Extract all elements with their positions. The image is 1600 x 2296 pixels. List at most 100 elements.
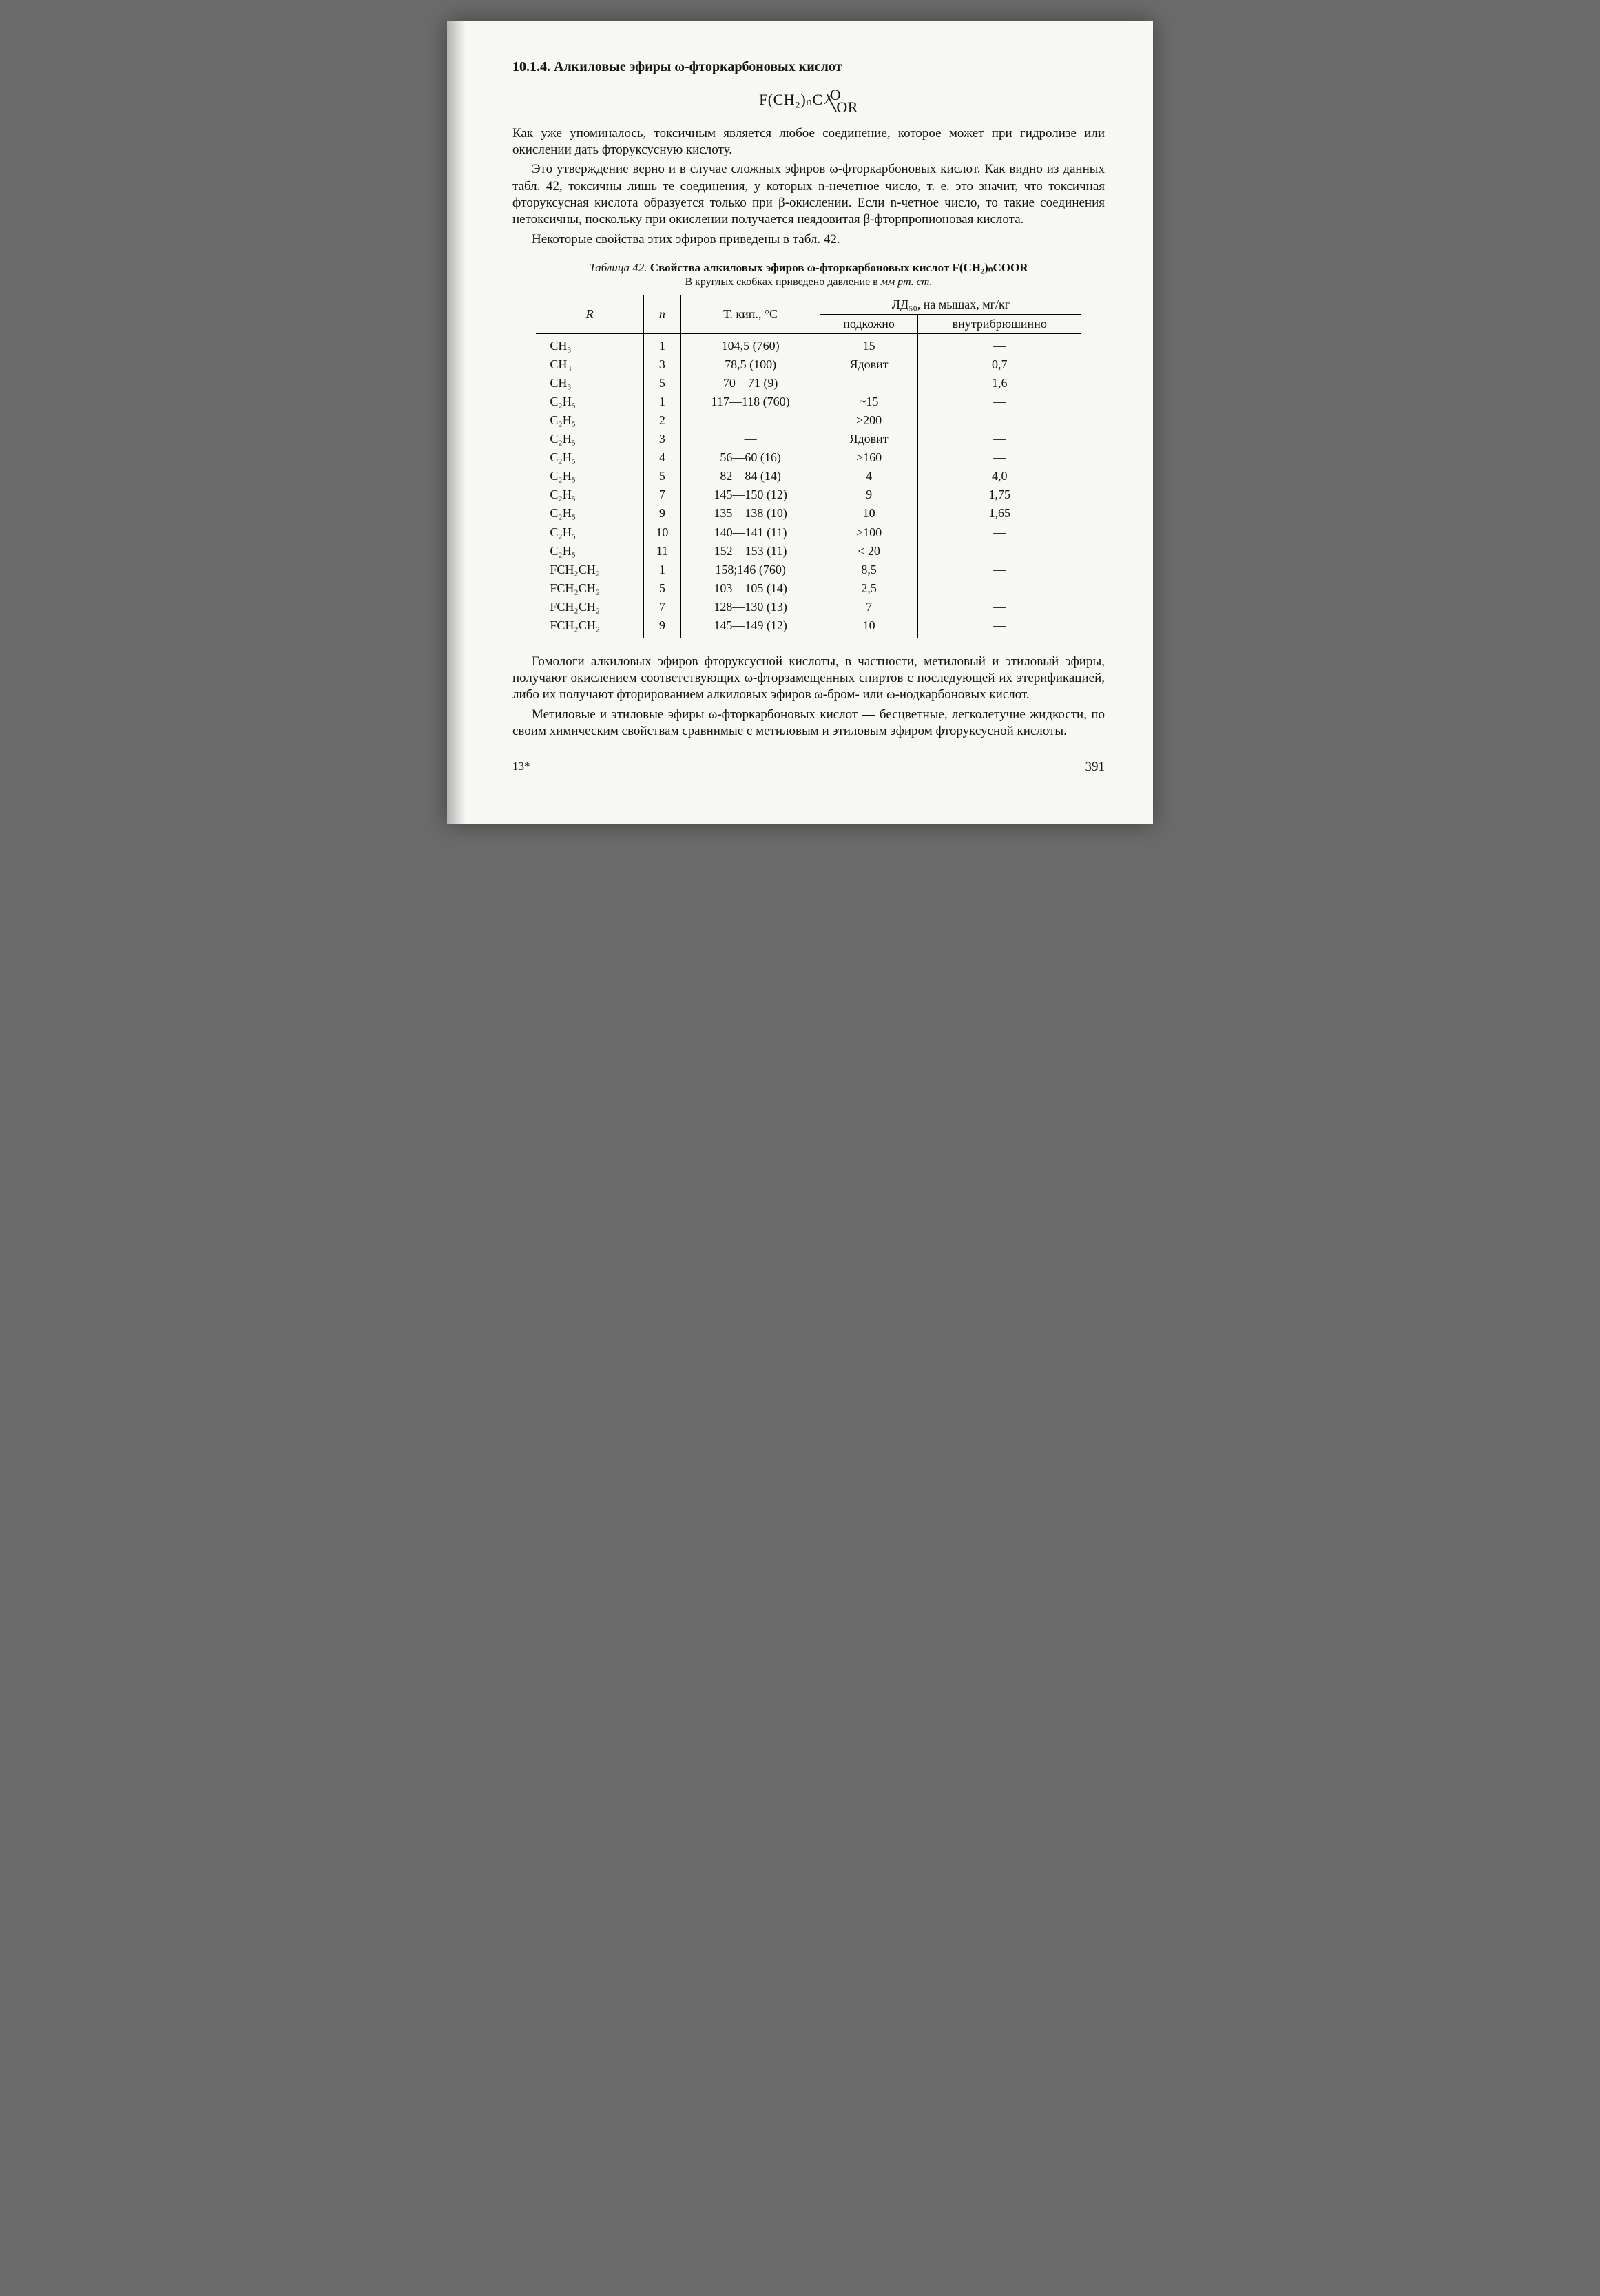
cell-sq: >160 xyxy=(820,448,918,467)
cell-ip: — xyxy=(917,598,1081,616)
page-footer: 13* 391 xyxy=(512,759,1105,775)
cell-sq: Ядовит xyxy=(820,430,918,448)
cell-ip: — xyxy=(917,579,1081,598)
cell-n: 4 xyxy=(643,448,680,467)
cell-R: C₂H₅ xyxy=(536,542,643,561)
cell-n: 2 xyxy=(643,411,680,430)
col-ip: внутрибрюшинно xyxy=(917,315,1081,334)
cell-sq: 4 xyxy=(820,467,918,486)
cell-ip: 1,65 xyxy=(917,504,1081,523)
cell-R: C₂H₅ xyxy=(536,504,643,523)
table-title-main: Свойства алкиловых эфиров ω-фторкарбонов… xyxy=(650,261,1028,274)
cell-R: CH₃ xyxy=(536,355,643,374)
cell-n: 7 xyxy=(643,486,680,504)
cell-bp: — xyxy=(680,430,820,448)
cell-ip: 1,75 xyxy=(917,486,1081,504)
cell-ip: 4,0 xyxy=(917,467,1081,486)
cell-R: C₂H₅ xyxy=(536,393,643,411)
formula-left: F(CH₂)ₙC xyxy=(759,91,823,108)
cell-ip: — xyxy=(917,334,1081,356)
table-row: C₂H₅2—>200— xyxy=(536,411,1081,430)
paragraph-4: Гомологи алкиловых эфиров фторуксусной к… xyxy=(512,654,1105,704)
table-row: C₂H₅11152—153 (11)< 20— xyxy=(536,542,1081,561)
cell-sq: 10 xyxy=(820,616,918,638)
table-row: FCH₂CH₂9145—149 (12)10— xyxy=(536,616,1081,638)
cell-n: 10 xyxy=(643,523,680,542)
paragraph-2: Это утверждение верно и в случае сложных… xyxy=(512,161,1105,228)
cell-bp: 70—71 (9) xyxy=(680,374,820,393)
cell-bp: 103—105 (14) xyxy=(680,579,820,598)
cell-sq: 7 xyxy=(820,598,918,616)
table-row: FCH₂CH₂7128—130 (13)7— xyxy=(536,598,1081,616)
cell-sq: 10 xyxy=(820,504,918,523)
col-ld50: ЛД₅₀, на мышах, мг/кг xyxy=(820,295,1081,315)
cell-bp: 56—60 (16) xyxy=(680,448,820,467)
cell-ip: — xyxy=(917,542,1081,561)
cell-bp: 145—149 (12) xyxy=(680,616,820,638)
cell-bp: 135—138 (10) xyxy=(680,504,820,523)
cell-n: 7 xyxy=(643,598,680,616)
table-subtitle: В круглых скобках приведено давление в м… xyxy=(512,275,1105,289)
cell-bp: 145—150 (12) xyxy=(680,486,820,504)
cell-ip: — xyxy=(917,393,1081,411)
cell-ip: — xyxy=(917,523,1081,542)
cell-R: C₂H₅ xyxy=(536,486,643,504)
cell-ip: — xyxy=(917,411,1081,430)
cell-n: 11 xyxy=(643,542,680,561)
col-n: n xyxy=(643,295,680,334)
cell-bp: 82—84 (14) xyxy=(680,467,820,486)
cell-bp: 78,5 (100) xyxy=(680,355,820,374)
cell-ip: — xyxy=(917,448,1081,467)
table-row: C₂H₅9135—138 (10)101,65 xyxy=(536,504,1081,523)
cell-R: FCH₂CH₂ xyxy=(536,561,643,579)
cell-n: 1 xyxy=(643,561,680,579)
cell-sq: 2,5 xyxy=(820,579,918,598)
cell-n: 9 xyxy=(643,616,680,638)
col-R: R xyxy=(536,295,643,334)
cell-R: FCH₂CH₂ xyxy=(536,598,643,616)
cell-ip: — xyxy=(917,430,1081,448)
table-title-prefix: Таблица 42. xyxy=(589,261,650,274)
page-number: 391 xyxy=(1085,760,1105,774)
cell-sq: < 20 xyxy=(820,542,918,561)
cell-sq: >100 xyxy=(820,523,918,542)
table-row: FCH₂CH₂1158;146 (760)8,5— xyxy=(536,561,1081,579)
cell-n: 1 xyxy=(643,334,680,356)
cell-n: 9 xyxy=(643,504,680,523)
structural-formula: F(CH₂)ₙC ⁄O ╲OR xyxy=(512,90,1105,110)
cell-ip: — xyxy=(917,561,1081,579)
cell-R: C₂H₅ xyxy=(536,411,643,430)
cell-R: C₂H₅ xyxy=(536,467,643,486)
cell-ip: 1,6 xyxy=(917,374,1081,393)
cell-n: 3 xyxy=(643,355,680,374)
cell-ip: 0,7 xyxy=(917,355,1081,374)
table-subtitle-prefix: В круглых скобках приведено давление в xyxy=(685,276,880,288)
properties-table: R n Т. кип., °С ЛД₅₀, на мышах, мг/кг по… xyxy=(536,295,1081,638)
cell-sq: — xyxy=(820,374,918,393)
cell-n: 5 xyxy=(643,579,680,598)
formula-wedge: ⁄O ╲OR xyxy=(827,92,858,109)
table-row: CH₃378,5 (100)Ядовит0,7 xyxy=(536,355,1081,374)
table-row: C₂H₅456—60 (16)>160— xyxy=(536,448,1081,467)
cell-R: C₂H₅ xyxy=(536,523,643,542)
cell-sq: ~15 xyxy=(820,393,918,411)
col-subq: подкожно xyxy=(820,315,918,334)
cell-R: FCH₂CH₂ xyxy=(536,616,643,638)
cell-sq: 15 xyxy=(820,334,918,356)
cell-bp: 104,5 (760) xyxy=(680,334,820,356)
formula-bottom: OR xyxy=(836,98,858,116)
table-row: C₂H₅10140—141 (11)>100— xyxy=(536,523,1081,542)
table-row: CH₃570—71 (9)—1,6 xyxy=(536,374,1081,393)
cell-bp: 128—130 (13) xyxy=(680,598,820,616)
paragraph-1: Как уже упоминалось, токсичным является … xyxy=(512,125,1105,159)
table-row: C₂H₅3—Ядовит— xyxy=(536,430,1081,448)
cell-R: C₂H₅ xyxy=(536,448,643,467)
cell-R: CH₃ xyxy=(536,374,643,393)
table-body: CH₃1104,5 (760)15—CH₃378,5 (100)Ядовит0,… xyxy=(536,334,1081,638)
cell-bp: 152—153 (11) xyxy=(680,542,820,561)
section-heading: 10.1.4. Алкиловые эфиры ω-фторкарбоновых… xyxy=(512,59,1105,76)
cell-sq: 9 xyxy=(820,486,918,504)
cell-n: 5 xyxy=(643,374,680,393)
table-row: CH₃1104,5 (760)15— xyxy=(536,334,1081,356)
table-title: Таблица 42. Свойства алкиловых эфиров ω-… xyxy=(512,260,1105,275)
